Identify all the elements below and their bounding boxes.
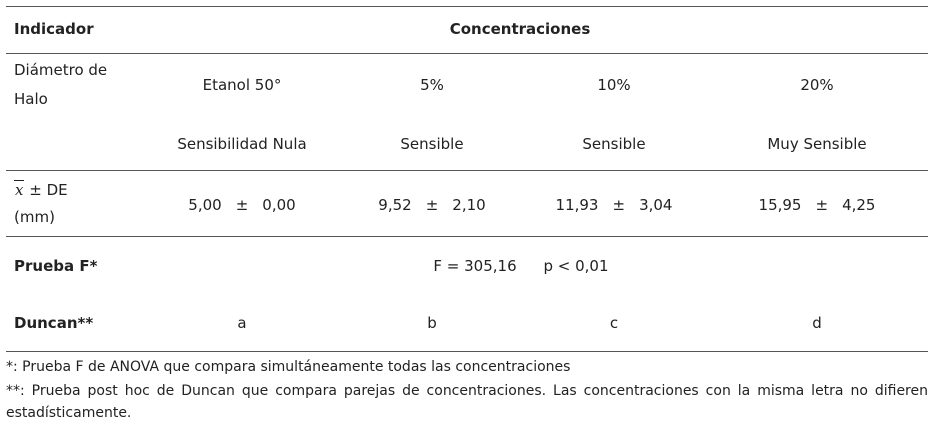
sensitivity: Sensible <box>400 135 464 153</box>
footnote: *: Prueba F de ANOVA que compara simultá… <box>6 359 571 375</box>
mean-unit: (mm) <box>14 208 55 226</box>
mean-cell: 9,52 ±2,10 <box>378 196 485 214</box>
group-label: 5% <box>420 76 444 94</box>
sd-value: 0,00 <box>262 196 296 214</box>
duncan-group: b <box>427 314 437 332</box>
mean-de: ± DE <box>29 181 68 199</box>
pm: ± <box>235 196 249 214</box>
rule <box>6 170 928 171</box>
mean-cell: 5,00 ±0,00 <box>188 196 295 214</box>
duncan-group: d <box>812 314 822 332</box>
mean-label: x ± DE <box>14 180 68 199</box>
duncan-label: Duncan** <box>14 314 94 332</box>
pm: ± <box>425 196 439 214</box>
group-label: 20% <box>800 76 834 94</box>
sensitivity: Muy Sensible <box>767 135 867 153</box>
sd-value: 3,04 <box>639 196 673 214</box>
mean-cell: 15,95 ±4,25 <box>759 196 876 214</box>
sensitivity: Sensible <box>582 135 646 153</box>
group-label: 10% <box>597 76 631 94</box>
rule <box>6 236 928 237</box>
mean-value: 15,95 <box>758 196 802 214</box>
duncan-group: c <box>609 314 619 332</box>
mean-value: 9,52 <box>378 196 412 214</box>
rule <box>6 6 928 7</box>
rule <box>6 53 928 54</box>
mean-symbol: x <box>14 180 25 199</box>
header-concentrations: Concentraciones <box>449 20 591 38</box>
f-value: F = 305,16 <box>433 257 517 275</box>
rule <box>6 351 928 352</box>
row-label: Diámetro de Halo <box>14 61 108 108</box>
sd-value: 2,10 <box>452 196 486 214</box>
pm: ± <box>612 196 626 214</box>
mean-value: 11,93 <box>555 196 599 214</box>
sensitivity: Sensibilidad Nula <box>177 135 307 153</box>
group-label: Etanol 50° <box>202 76 282 94</box>
pm: ± <box>815 196 829 214</box>
duncan-group: a <box>237 314 247 332</box>
footnote: **: Prueba post hoc de Duncan que compar… <box>6 383 928 421</box>
mean-value: 5,00 <box>188 196 222 214</box>
p-value: p < 0,01 <box>543 257 609 275</box>
header-indicator: Indicador <box>14 20 94 38</box>
sd-value: 4,25 <box>842 196 876 214</box>
mean-cell: 11,93 ±3,04 <box>556 196 673 214</box>
f-label: Prueba F* <box>14 257 98 275</box>
